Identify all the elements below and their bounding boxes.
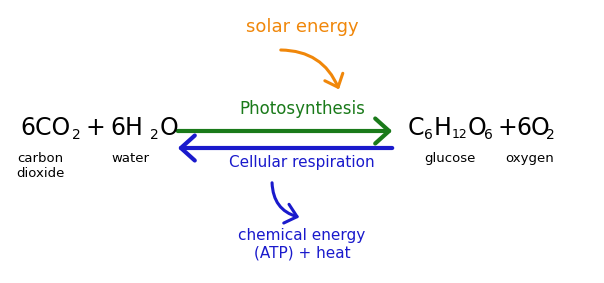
FancyArrowPatch shape bbox=[181, 136, 392, 160]
Text: glucose: glucose bbox=[425, 152, 476, 165]
Text: O: O bbox=[160, 116, 179, 140]
Text: 2: 2 bbox=[546, 128, 554, 142]
Text: Cellular respiration: Cellular respiration bbox=[229, 155, 375, 170]
Text: 6O: 6O bbox=[516, 116, 550, 140]
Text: 6CO: 6CO bbox=[20, 116, 70, 140]
Text: +: + bbox=[85, 116, 104, 140]
Text: 2: 2 bbox=[150, 128, 159, 142]
Text: carbon
dioxide: carbon dioxide bbox=[16, 152, 64, 180]
Text: chemical energy
(ATP) + heat: chemical energy (ATP) + heat bbox=[239, 228, 365, 260]
Text: 6H: 6H bbox=[110, 116, 143, 140]
Text: oxygen: oxygen bbox=[506, 152, 554, 165]
Text: 6: 6 bbox=[484, 128, 493, 142]
Text: +: + bbox=[498, 116, 518, 140]
Text: 12: 12 bbox=[452, 128, 467, 142]
FancyArrowPatch shape bbox=[178, 119, 389, 143]
FancyArrowPatch shape bbox=[272, 183, 297, 223]
Text: O: O bbox=[468, 116, 487, 140]
Text: C: C bbox=[408, 116, 425, 140]
Text: H: H bbox=[434, 116, 452, 140]
Text: solar energy: solar energy bbox=[246, 18, 358, 36]
FancyArrowPatch shape bbox=[281, 50, 343, 87]
Text: Photosynthesis: Photosynthesis bbox=[239, 100, 365, 118]
Text: 6: 6 bbox=[424, 128, 433, 142]
Text: 2: 2 bbox=[72, 128, 81, 142]
Text: water: water bbox=[111, 152, 149, 165]
